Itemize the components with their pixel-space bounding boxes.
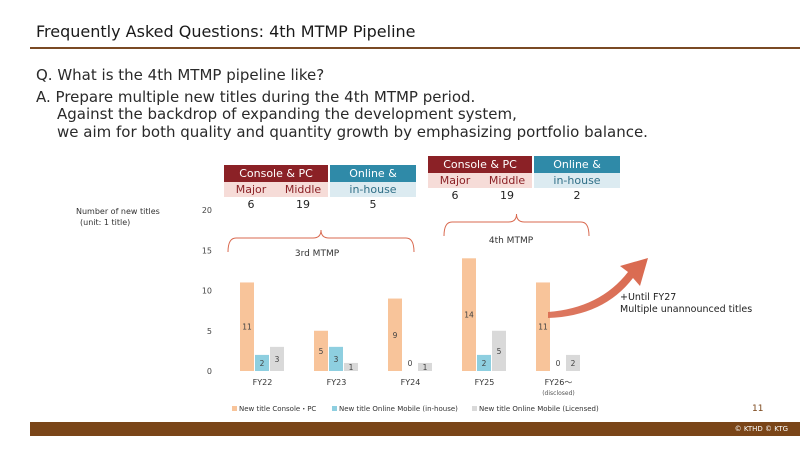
page-title: Frequently Asked Questions: 4th MTMP Pip… [36, 22, 416, 41]
answer-line-2: Against the backdrop of expanding the de… [57, 105, 517, 123]
major-label: Major [428, 173, 482, 188]
inhouse-label: in-house [330, 182, 416, 197]
bar [255, 354, 269, 371]
middle-label: Middle [482, 173, 532, 188]
console-pc-header: Console & PC [224, 165, 328, 182]
legend-label: New title Console・PC [239, 405, 316, 413]
annotation-line1: +Until FY27 [620, 292, 677, 303]
y-axis-title: Number of new titles (unit: 1 title) [76, 206, 160, 228]
y-tick-label: 20 [202, 206, 212, 215]
y-axis-title-line1: Number of new titles [76, 207, 160, 216]
y-axis: 0 5 10 15 20 [202, 206, 212, 376]
x-tick-label: FY26〜 [545, 378, 573, 387]
annotation-line2: Multiple unannounced titles [620, 304, 753, 315]
bar-value-label: 11 [538, 323, 548, 332]
fourth-mtmp-label: 4th MTMP [489, 236, 534, 246]
bracket-line [227, 229, 415, 253]
bar [344, 362, 358, 371]
mtmp-brackets: 3rd MTMP 4th MTMP [227, 213, 590, 259]
major-count: 6 [451, 189, 459, 202]
legend-label: New title Online Mobile (Licensed) [479, 405, 599, 413]
bar [388, 298, 402, 371]
fourth-mtmp-table: Console & PC Online & Mobile Major Middl… [428, 156, 620, 206]
inhouse-count: 5 [369, 198, 377, 211]
inhouse-count: 2 [573, 189, 581, 202]
bar-value-label: 1 [349, 363, 354, 372]
middle-label: Middle [278, 182, 328, 197]
bar-value-label: 0 [408, 359, 413, 368]
question-text: Q. What is the 4th MTMP pipeline like? [36, 66, 325, 84]
y-axis-title-line2: (unit: 1 title) [80, 218, 131, 227]
middle-count: 19 [500, 189, 514, 202]
answer-line-3: we aim for both quality and quantity gro… [57, 123, 648, 141]
x-tick-note: (disclosed) [542, 390, 575, 397]
bar-value-label: 5 [497, 347, 502, 356]
bar-value-label: 2 [260, 359, 265, 368]
bar-value-label: 0 [556, 359, 561, 368]
y-tick-label: 15 [202, 246, 212, 255]
y-tick-label: 10 [202, 287, 212, 296]
bar-value-label: 2 [482, 359, 487, 368]
growth-arrow [548, 258, 648, 318]
unannounced-annotation: +Until FY27 Multiple unannounced titles [620, 292, 752, 316]
bar [329, 346, 343, 371]
major-label: Major [224, 182, 278, 197]
bracket-line [443, 213, 590, 237]
third-mtmp-label: 3rd MTMP [295, 249, 340, 259]
copyright-text: © KTHD © KTG [734, 425, 788, 433]
x-tick-label: FY24 [401, 378, 421, 387]
bar-value-label: 5 [319, 347, 324, 356]
bar [314, 330, 328, 371]
bar-value-label: 11 [242, 323, 252, 332]
footer-bar [30, 422, 800, 436]
bar [240, 282, 254, 371]
arrow-shape [548, 258, 648, 318]
bar [536, 282, 550, 371]
bar-value-label: 2 [571, 359, 576, 368]
y-tick-label: 0 [207, 367, 212, 376]
bar [270, 346, 284, 371]
bar-value-label: 14 [464, 311, 474, 320]
x-axis: FY22 FY23 FY24 FY25 FY26〜 (disclosed) [253, 378, 575, 397]
answer-line-1: A. Prepare multiple new titles during th… [36, 88, 476, 106]
bar [566, 354, 580, 371]
x-tick-label: FY23 [327, 378, 347, 387]
x-tick-label: FY25 [475, 378, 495, 387]
bar-value-label: 3 [275, 355, 280, 364]
third-mtmp-table: Console & PC Online & Mobile Major Middl… [224, 165, 416, 215]
major-count: 6 [247, 198, 255, 211]
bar-value-label: 1 [423, 363, 428, 372]
chart-legend: New title Console・PC New title Online Mob… [232, 405, 599, 413]
bar-value-label: 9 [393, 331, 398, 340]
y-tick-label: 5 [207, 327, 212, 336]
legend-swatch [332, 406, 337, 411]
console-pc-header: Console & PC [428, 156, 532, 173]
middle-count: 19 [296, 198, 310, 211]
chart-bars: 11 2 3 5 3 1 9 0 1 14 2 5 11 0 2 [240, 258, 580, 372]
legend-swatch [472, 406, 477, 411]
inhouse-label: in-house [534, 173, 620, 188]
bar [477, 354, 491, 371]
page-number: 11 [752, 404, 764, 414]
bar-value-label: 3 [334, 355, 339, 364]
bar [418, 362, 432, 371]
legend-label: New title Online Mobile (in-house) [339, 405, 458, 413]
x-tick-label: FY22 [253, 378, 273, 387]
bar [462, 258, 476, 371]
title-divider [30, 47, 800, 49]
legend-swatch [232, 406, 237, 411]
bar [492, 330, 506, 371]
